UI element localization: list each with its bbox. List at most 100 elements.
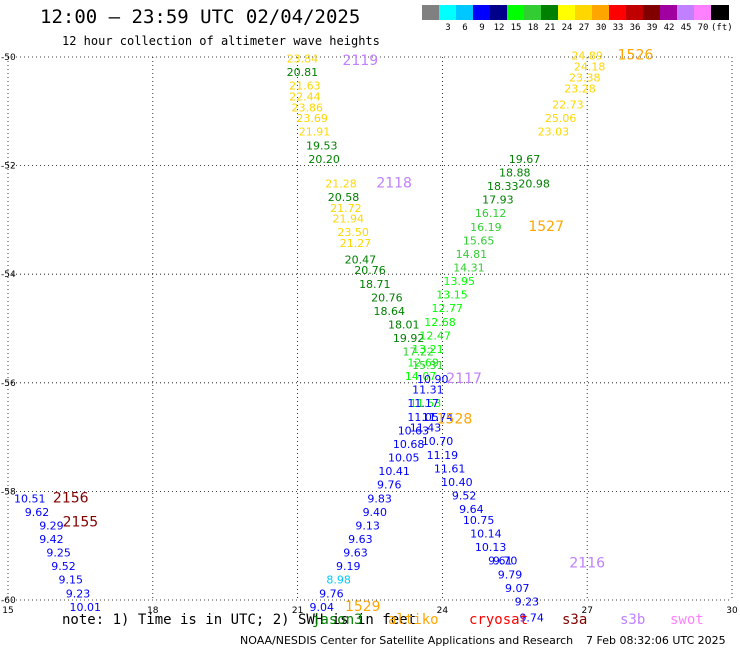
wave-height-value: 10.40 xyxy=(441,476,473,489)
credit-timestamp: 7 Feb 08:32:06 UTC 2025 xyxy=(586,634,726,647)
wave-height-value: 23.03 xyxy=(538,126,570,139)
track-pass-label: 1528 xyxy=(437,412,473,428)
wave-height-value: 9.04 xyxy=(309,601,334,614)
wave-height-value: 21.94 xyxy=(333,213,365,226)
y-tick-label: -50 xyxy=(1,53,16,63)
wave-height-value: 24.18 xyxy=(574,61,606,74)
color-swatch xyxy=(660,5,678,20)
wave-height-value: 9.79 xyxy=(498,568,523,581)
wave-height-value: 13.15 xyxy=(436,289,468,302)
wave-height-value: 19.92 xyxy=(393,332,425,345)
wave-height-value: 9.61 xyxy=(488,555,513,568)
wave-height-value: 9.70 xyxy=(493,555,518,568)
wave-height-value: 9.29 xyxy=(39,519,64,532)
wave-height-value: 9.63 xyxy=(343,547,368,560)
wave-height-value: 19.67 xyxy=(509,153,541,166)
wave-height-value: 12.69 xyxy=(407,357,439,370)
color-swatch-label: 18 xyxy=(527,23,539,33)
x-tick-label: 21 xyxy=(292,606,303,616)
page-subtitle: 12 hour collection of altimeter wave hei… xyxy=(62,34,380,48)
wave-height-value: 9.23 xyxy=(66,587,91,600)
wave-height-value: 20.81 xyxy=(287,66,319,79)
color-swatch xyxy=(473,5,491,20)
wave-height-value: 15.31 xyxy=(412,359,444,372)
wave-height-value: 16.12 xyxy=(475,207,507,220)
color-swatch xyxy=(439,5,457,20)
y-tick-label: -56 xyxy=(1,379,16,389)
x-tick-label: 30 xyxy=(726,606,738,616)
color-swatch-label: 39 xyxy=(646,23,658,33)
wave-height-value: 11.53 xyxy=(410,397,442,410)
wave-height-value: 11.31 xyxy=(412,384,444,397)
wave-height-value: 10.13 xyxy=(475,541,507,554)
color-swatch xyxy=(507,5,525,20)
wave-height-value: 18.88 xyxy=(499,166,531,179)
wave-height-value: 10.68 xyxy=(393,438,425,451)
color-legend-unit: (ft) xyxy=(711,23,733,33)
color-swatch xyxy=(456,5,474,20)
wave-height-value: 23.86 xyxy=(292,101,324,114)
wave-height-value: 9.52 xyxy=(452,490,477,503)
wave-height-value: 18.01 xyxy=(388,319,420,332)
wave-height-value: 10.14 xyxy=(470,528,502,541)
satellite-legend-item: cryosat xyxy=(469,612,529,628)
color-swatch xyxy=(490,5,508,20)
wave-height-value: 9.83 xyxy=(367,492,392,505)
color-swatch-label: 6 xyxy=(462,23,468,33)
wave-height-value: 12.68 xyxy=(424,316,456,329)
wave-height-value: 20.47 xyxy=(345,253,377,266)
color-swatch xyxy=(677,5,695,20)
color-swatch xyxy=(592,5,610,20)
wave-height-value: 20.76 xyxy=(371,291,403,304)
y-tick-label: -60 xyxy=(1,596,16,606)
wave-height-value: 15.65 xyxy=(463,234,495,247)
color-swatch-label: 70 xyxy=(697,23,709,33)
wave-height-value: 25.06 xyxy=(545,112,577,125)
wave-height-value: 10.41 xyxy=(378,465,410,478)
wave-height-value: 23.28 xyxy=(564,82,596,95)
wave-height-value: 21.72 xyxy=(330,202,362,215)
wave-height-value: 18.64 xyxy=(374,305,406,318)
wave-height-value: 13.95 xyxy=(444,275,476,288)
track-pass-label: 2156 xyxy=(53,490,89,506)
track-pass-label: 2117 xyxy=(446,371,482,387)
x-tick-label: 27 xyxy=(581,606,592,616)
track-pass-label: 2118 xyxy=(376,175,412,191)
track-pass-label: 2155 xyxy=(63,515,99,531)
color-swatch-label: 12 xyxy=(493,23,505,33)
wave-height-value: 14.81 xyxy=(456,248,488,261)
wave-height-value: 10.63 xyxy=(398,424,430,437)
wave-height-value: 23.50 xyxy=(337,226,369,239)
color-swatch xyxy=(575,5,593,20)
wave-height-value: 21.28 xyxy=(325,177,357,190)
wave-height-value: 9.62 xyxy=(25,506,50,519)
x-tick-label: 18 xyxy=(147,606,159,616)
satellite-legend-item: jason3 xyxy=(312,612,363,628)
color-swatch xyxy=(694,5,712,20)
y-tick-label: -54 xyxy=(1,270,16,280)
color-swatch-label: 42 xyxy=(663,23,675,33)
wave-height-value: 9.19 xyxy=(336,560,361,573)
wave-height-value: 13.21 xyxy=(412,343,444,356)
wave-height-value: 12.77 xyxy=(431,302,463,315)
wave-height-value: 9.76 xyxy=(377,479,402,492)
wave-height-value: 11.05 xyxy=(407,411,439,424)
wave-height-value: 8.98 xyxy=(326,574,351,587)
wave-height-value: 21.27 xyxy=(340,237,372,250)
color-swatch-label: 15 xyxy=(510,23,522,33)
y-tick-label: -52 xyxy=(1,162,16,172)
wave-height-value: 11.19 xyxy=(427,449,459,462)
wave-height-value: 22.44 xyxy=(289,90,321,103)
wave-height-value: 9.40 xyxy=(363,506,388,519)
wave-height-value: 9.76 xyxy=(319,587,344,600)
track-pass-label: 1529 xyxy=(345,599,381,615)
footer-note: note: 1) Time is in UTC; 2) SWH is in fe… xyxy=(62,612,417,628)
wave-height-value: 21.63 xyxy=(289,80,321,93)
wave-height-value: 9.25 xyxy=(46,547,71,560)
color-swatch-label: 24 xyxy=(561,23,573,33)
wave-height-value: 11.17 xyxy=(407,397,439,410)
wave-height-value: 9.07 xyxy=(505,582,530,595)
wave-height-value: 9.42 xyxy=(39,533,64,546)
color-swatch xyxy=(558,5,576,20)
color-swatch-label: 27 xyxy=(578,23,590,33)
